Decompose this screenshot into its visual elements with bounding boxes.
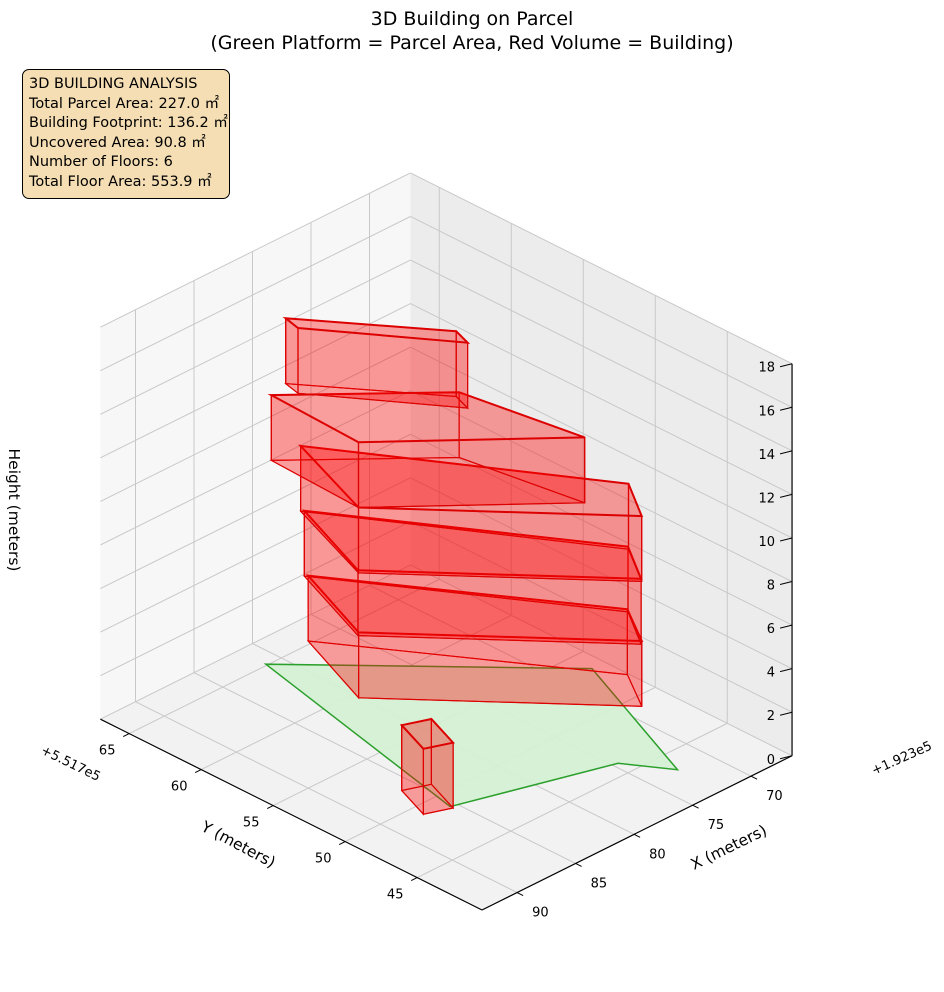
- floor-block-5: [267, 391, 586, 509]
- x-tick-label: 90: [532, 906, 549, 921]
- grid-z-left: [410, 346, 793, 539]
- block-top-face: [267, 391, 586, 444]
- x-tick-mark: [633, 833, 641, 838]
- y-tick-mark: [194, 769, 202, 774]
- building-volume: [267, 317, 644, 816]
- floor-block-4: [297, 444, 644, 583]
- z-axis-label: Height (meters): [5, 449, 23, 572]
- floor-block-2: [305, 574, 644, 707]
- x-axis-line: [481, 755, 793, 911]
- y-tick-label: 55: [243, 816, 260, 831]
- y-tick-label: 50: [315, 852, 332, 867]
- grid-z-right: [100, 390, 411, 546]
- info-parcel-area: Total Parcel Area: 227.0 ㎡: [29, 95, 220, 112]
- left-wall-pane: [410, 172, 792, 756]
- floor-block-3: [301, 509, 643, 645]
- y-tick-label: 65: [99, 744, 116, 759]
- x-tick-label: 70: [766, 789, 783, 804]
- floor-block-1: [399, 717, 456, 816]
- y-axis-line: [100, 718, 483, 911]
- z-tick-label: 8: [767, 579, 775, 594]
- grid-lines: [100, 172, 793, 893]
- parcel-polygon: [263, 663, 680, 808]
- parcel-platform: [263, 663, 680, 808]
- grid-z-left: [410, 259, 793, 452]
- z-tick-label: 16: [759, 404, 776, 419]
- y-offset-label: +5.517e5: [38, 743, 102, 785]
- grid-z-right: [100, 172, 411, 328]
- analysis-info-box: 3D BUILDING ANALYSIS Total Parcel Area: …: [22, 69, 230, 199]
- x-offset-label: +1.923e5: [870, 739, 935, 779]
- block-top-face: [282, 317, 471, 344]
- z-tick-mark: [779, 668, 793, 673]
- axis-panes: [100, 172, 792, 910]
- grid-z-right: [100, 564, 411, 720]
- info-number-of-floors: Number of Floors: 6: [29, 154, 173, 171]
- z-tick-label: 10: [759, 535, 776, 550]
- z-tick-mark: [779, 624, 793, 629]
- grid-z-left: [410, 390, 793, 582]
- grid-z-left: [410, 303, 793, 495]
- grid-z-right: [100, 259, 411, 415]
- y-tick-mark: [338, 841, 346, 846]
- info-heading: 3D BUILDING ANALYSIS: [29, 76, 198, 92]
- x-tick-label: 85: [591, 876, 608, 891]
- right-wall-pane: [100, 172, 411, 720]
- x-tick-label: 75: [708, 818, 725, 833]
- y-tick-mark: [410, 877, 418, 882]
- z-tick-label: 14: [759, 448, 776, 463]
- y-tick-mark: [122, 733, 130, 738]
- x-tick-label: 80: [649, 847, 666, 862]
- z-tick-mark: [779, 450, 793, 455]
- grid-x-floor: [135, 701, 518, 893]
- grid-z-right: [100, 303, 411, 459]
- block-side-face: [357, 506, 643, 583]
- info-total-floor-area: Total Floor Area: 553.9 ㎡: [29, 173, 212, 190]
- grid-z-left: [410, 564, 793, 757]
- grid-z-left: [410, 216, 793, 408]
- z-tick-mark: [779, 581, 793, 586]
- floor-block-6: [282, 317, 471, 410]
- z-tick-label: 12: [759, 491, 776, 506]
- z-tick-mark: [779, 406, 793, 411]
- z-tick-label: 0: [767, 753, 775, 768]
- x-tick-mark: [692, 804, 699, 809]
- z-tick-label: 4: [767, 666, 775, 681]
- z-tick-mark: [779, 755, 793, 760]
- grid-z-left: [410, 520, 793, 713]
- info-building-footprint: Building Footprint: 136.2 ㎡: [29, 115, 228, 132]
- x-tick-mark: [575, 862, 582, 867]
- z-tick-label: 6: [767, 622, 775, 637]
- y-tick-mark: [266, 805, 274, 810]
- y-tick-label: 60: [171, 780, 188, 795]
- x-axis-label: X (meters): [688, 821, 770, 873]
- grid-z-right: [100, 216, 411, 372]
- z-tick-mark: [779, 363, 793, 368]
- block-top-face: [399, 717, 456, 750]
- grid-y-floor: [416, 722, 728, 879]
- grid-x-floor: [193, 672, 576, 864]
- axis-lines: [100, 363, 793, 911]
- z-tick-label: 2: [767, 709, 775, 724]
- y-tick-label: 45: [387, 888, 404, 903]
- block-side-face: [285, 317, 299, 395]
- grid-z-left: [410, 477, 793, 670]
- grid-y-floor: [128, 578, 440, 735]
- y-axis-label: Y (meters): [197, 817, 278, 871]
- info-uncovered-area: Uncovered Area: 90.8 ㎡: [29, 134, 206, 151]
- block-side-face: [357, 569, 642, 645]
- grid-z-right: [100, 346, 411, 502]
- tick-labels: 70 75 80 85 90 45 50 55 60 65 0 2 4 6 8 10 12 14 16 18: [99, 361, 783, 921]
- grid-z-left: [410, 172, 793, 365]
- chart-subtitle: (Green Platform = Parcel Area, Red Volum…: [210, 32, 734, 54]
- z-tick-mark: [779, 537, 793, 542]
- x-tick-mark: [516, 892, 524, 896]
- z-tick-mark: [779, 711, 793, 716]
- chart-title: 3D Building on Parcel: [370, 8, 574, 30]
- x-tick-mark: [750, 775, 758, 780]
- z-tick-mark: [779, 493, 793, 498]
- z-tick-label: 18: [759, 361, 776, 376]
